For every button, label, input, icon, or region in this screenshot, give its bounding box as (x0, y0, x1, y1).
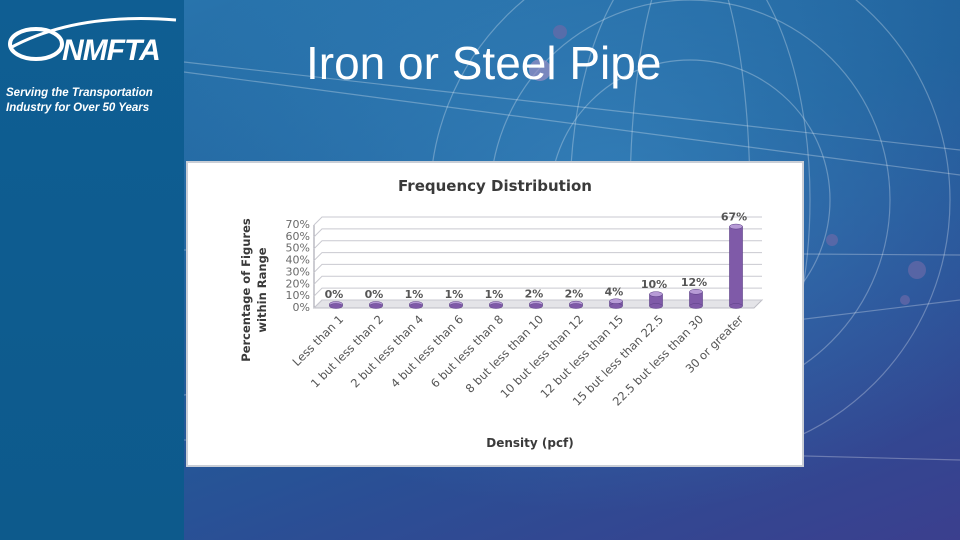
data-label: 1% (445, 288, 464, 301)
plot-area: 0%10%20%30%40%50%60%70%0%Less than 10%1 … (286, 211, 764, 409)
bar (729, 226, 743, 307)
bar-base (729, 303, 743, 309)
y-tick-label: 20% (286, 277, 310, 290)
y-tick-label: 0% (293, 301, 310, 314)
gridline (313, 263, 762, 273)
bar-base (689, 303, 703, 309)
y-tick-label: 70% (286, 218, 310, 231)
y-tick-label: 40% (286, 254, 310, 267)
chart-frame: Frequency Distribution Percentage of Fig… (186, 161, 804, 467)
gridline (313, 275, 762, 285)
y-axis-label-line-2: within Range (255, 247, 269, 332)
bar-base (609, 303, 623, 309)
tagline: Serving the Transportation Industry for … (6, 86, 182, 116)
logo-swoosh-icon (8, 17, 177, 61)
data-label: 67% (721, 211, 747, 224)
y-tick-label: 50% (286, 242, 310, 255)
chart-title: Frequency Distribution (398, 177, 592, 195)
bar-top (729, 223, 743, 230)
bar-base (529, 303, 543, 309)
data-label: 2% (565, 288, 584, 301)
bar-base (569, 303, 583, 309)
bar-base (649, 303, 663, 309)
x-tick-label: 4 but less than 6 (388, 312, 466, 390)
data-label: 0% (365, 288, 384, 301)
nmfta-logo: NMFTA (6, 14, 178, 74)
gridline (313, 216, 762, 226)
y-tick-label: 10% (286, 289, 310, 302)
data-label: 4% (605, 285, 624, 298)
y-tick-label: 60% (286, 230, 310, 243)
x-tick-label: 6 but less than 8 (428, 312, 506, 390)
bar-chart: Frequency Distribution Percentage of Fig… (239, 177, 764, 450)
tagline-line-2: Industry for Over 50 Years (6, 102, 150, 114)
bar-top (609, 298, 623, 305)
gridline (313, 252, 762, 261)
bar-base (369, 303, 383, 309)
gridline (313, 287, 762, 297)
data-label: 10% (641, 278, 667, 291)
bar-base (449, 303, 463, 309)
x-tick-label: 2 but less than 4 (348, 312, 426, 390)
y-axis-label-line-1: Percentage of Figures (239, 218, 253, 362)
gridline (313, 240, 762, 250)
bar-top (649, 291, 663, 297)
x-axis-label: Density (pcf) (486, 436, 574, 450)
data-label: 2% (525, 288, 544, 301)
bar-top (689, 289, 703, 295)
bar-base (409, 303, 423, 309)
data-label: 0% (325, 288, 344, 301)
data-label: 12% (681, 276, 707, 289)
bar-base (489, 303, 503, 309)
gridline (313, 228, 762, 238)
data-label: 1% (485, 288, 504, 301)
slide-title: Iron or Steel Pipe (306, 37, 662, 89)
y-tick-label: 30% (286, 265, 310, 278)
logo-text: NMFTA (62, 34, 161, 67)
x-tick-label: 1 but less than 2 (308, 312, 386, 390)
data-label: 1% (405, 288, 424, 301)
tagline-line-1: Serving the Transportation (6, 87, 153, 99)
sidebar (0, 0, 184, 540)
bar-base (329, 303, 343, 309)
